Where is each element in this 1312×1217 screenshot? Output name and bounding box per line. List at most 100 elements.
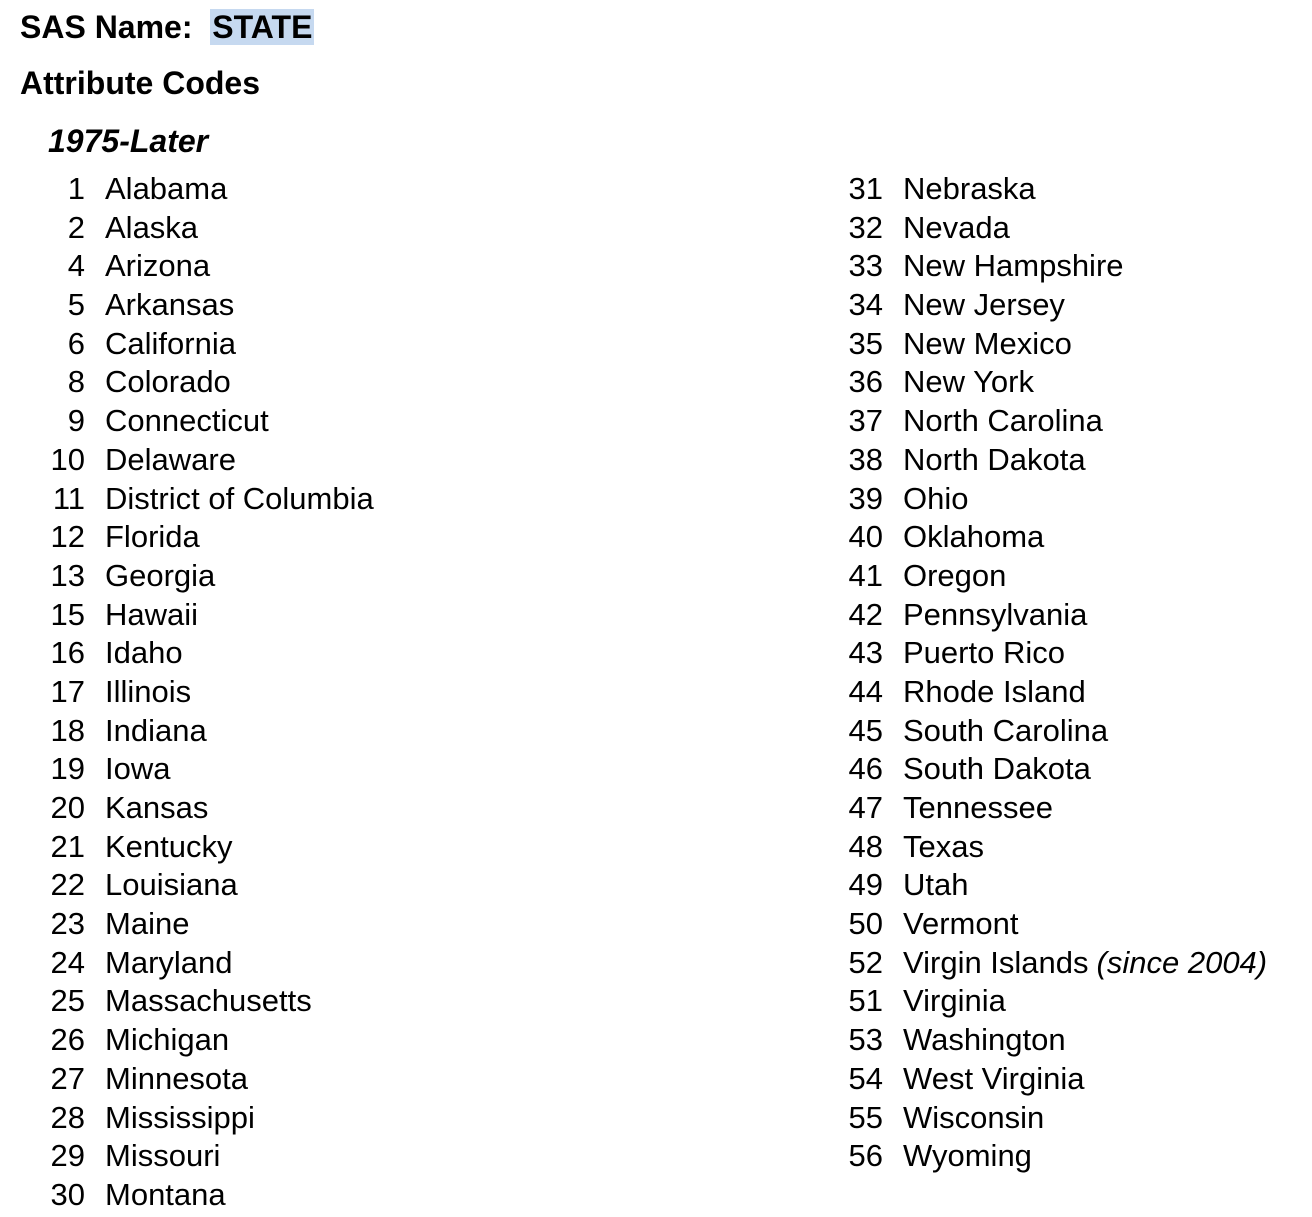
- code-number: 18: [50, 712, 85, 748]
- code-state-name: New York: [903, 364, 1034, 400]
- code-number: 47: [848, 790, 883, 825]
- code-row: 36 New York: [818, 363, 1267, 402]
- code-row: 31 Nebraska: [818, 170, 1267, 209]
- code-state-name: Kentucky: [105, 828, 233, 864]
- code-number: 38: [848, 441, 883, 477]
- code-state-name: Florida: [105, 519, 200, 555]
- codes-column-left: 1 Alabama 2 Alaska 4 Arizona 5 Arkansas 6 Califor…: [20, 170, 374, 1215]
- code-row: 6 California: [20, 325, 374, 364]
- code-row: 8 Colorado: [20, 363, 374, 402]
- code-number: 43: [848, 635, 883, 671]
- period-heading: 1975-Later: [48, 123, 209, 159]
- code-number: 6: [67, 325, 85, 361]
- code-row: 26 Michigan: [20, 1021, 374, 1060]
- codes-column-right: 31 Nebraska 32 Nevada 33 New Hampshire 34 New J…: [818, 170, 1268, 1176]
- code-row: 51 Virginia: [818, 982, 1267, 1021]
- code-number: 28: [50, 1099, 85, 1135]
- code-row: 2 Alaska: [20, 209, 374, 248]
- code-state-name: North Carolina: [903, 403, 1103, 439]
- code-row: 30 Montana: [20, 1176, 374, 1215]
- code-row: 47 Tennessee: [818, 789, 1267, 828]
- code-number: 40: [848, 519, 883, 555]
- code-number: 31: [848, 171, 883, 206]
- code-state-name: Delaware: [105, 441, 236, 477]
- code-row: 19 Iowa: [20, 750, 374, 789]
- code-state-name: Pennsylvania: [903, 596, 1088, 632]
- code-number: 29: [50, 1138, 85, 1174]
- code-row: 24 Maryland: [20, 944, 374, 983]
- code-row: 49 Utah: [818, 866, 1267, 905]
- code-row: 16 Idaho: [20, 634, 374, 673]
- code-state-name: Arizona: [105, 248, 211, 284]
- code-row: 56 Wyoming: [818, 1137, 1267, 1176]
- code-state-name: Minnesota: [105, 1060, 249, 1096]
- code-row: 12 Florida: [20, 518, 374, 557]
- code-number: 37: [848, 403, 883, 439]
- code-row: 13 Georgia: [20, 557, 374, 596]
- code-row: 43 Puerto Rico: [818, 634, 1267, 673]
- code-state-name: Virginia: [903, 983, 1006, 1019]
- code-state-name: Nevada: [903, 209, 1010, 245]
- code-number: 17: [50, 673, 85, 709]
- code-state-name: Michigan: [105, 1022, 230, 1058]
- code-state-name: Virgin Islands: [903, 944, 1089, 980]
- code-state-name: Iowa: [105, 751, 171, 787]
- code-note: (since 2004): [1096, 944, 1268, 980]
- code-number: 44: [848, 673, 883, 709]
- code-number: 24: [50, 944, 85, 980]
- code-row: 37 North Carolina: [818, 402, 1267, 441]
- code-row: 1 Alabama: [20, 170, 374, 209]
- code-row: 48 Texas: [818, 828, 1267, 867]
- code-number: 41: [848, 557, 883, 593]
- code-number: 50: [848, 906, 883, 942]
- code-row: 39 Ohio: [818, 480, 1267, 519]
- code-number: 32: [848, 209, 883, 245]
- code-number: 21: [50, 828, 85, 864]
- code-number: 45: [848, 712, 883, 748]
- code-row: 38 North Dakota: [818, 441, 1267, 480]
- code-number: 10: [50, 441, 85, 477]
- code-state-name: Georgia: [105, 557, 216, 593]
- code-state-name: Louisiana: [105, 867, 238, 903]
- code-row: 20 Kansas: [20, 789, 374, 828]
- code-state-name: West Virginia: [903, 1060, 1085, 1096]
- code-number: 5: [67, 287, 85, 323]
- code-number: 13: [50, 557, 85, 593]
- code-row: 54 West Virginia: [818, 1060, 1267, 1099]
- code-row: 29 Missouri: [20, 1137, 374, 1176]
- code-state-name: Massachusetts: [105, 983, 312, 1019]
- code-state-name: Arkansas: [105, 287, 235, 323]
- code-number: 20: [50, 790, 85, 825]
- code-row: 9 Connecticut: [20, 402, 374, 441]
- code-number: 23: [50, 906, 85, 942]
- code-state-name: New Jersey: [903, 287, 1065, 323]
- code-number: 56: [848, 1138, 883, 1174]
- code-state-name: Mississippi: [105, 1099, 255, 1135]
- code-row: 17 Illinois: [20, 673, 374, 712]
- code-row: 41 Oregon: [818, 557, 1267, 596]
- code-state-name: Utah: [903, 867, 969, 903]
- code-state-name: Missouri: [105, 1138, 221, 1174]
- code-state-name: Maryland: [105, 944, 233, 980]
- code-row: 33 New Hampshire: [818, 247, 1267, 286]
- code-state-name: California: [105, 325, 236, 361]
- code-state-name: South Dakota: [903, 751, 1091, 787]
- code-number: 53: [848, 1022, 883, 1058]
- code-state-name: Oregon: [903, 557, 1007, 593]
- code-row: 44 Rhode Island: [818, 673, 1267, 712]
- code-number: 42: [848, 596, 883, 632]
- code-number: 34: [848, 287, 883, 323]
- code-state-name: Vermont: [903, 906, 1019, 942]
- code-state-name: Oklahoma: [903, 519, 1045, 555]
- code-number: 36: [848, 364, 883, 400]
- code-state-name: Wyoming: [903, 1138, 1032, 1174]
- code-number: 1: [67, 171, 85, 206]
- code-state-name: Hawaii: [105, 596, 199, 632]
- code-number: 52: [848, 944, 883, 980]
- code-row: 4 Arizona: [20, 247, 374, 286]
- code-number: 22: [50, 867, 85, 903]
- code-state-name: Indiana: [105, 712, 207, 748]
- sas-name-line: SAS Name: STATE: [20, 8, 315, 46]
- attribute-codes-title: Attribute Codes: [20, 65, 260, 101]
- code-state-name: Texas: [903, 828, 984, 864]
